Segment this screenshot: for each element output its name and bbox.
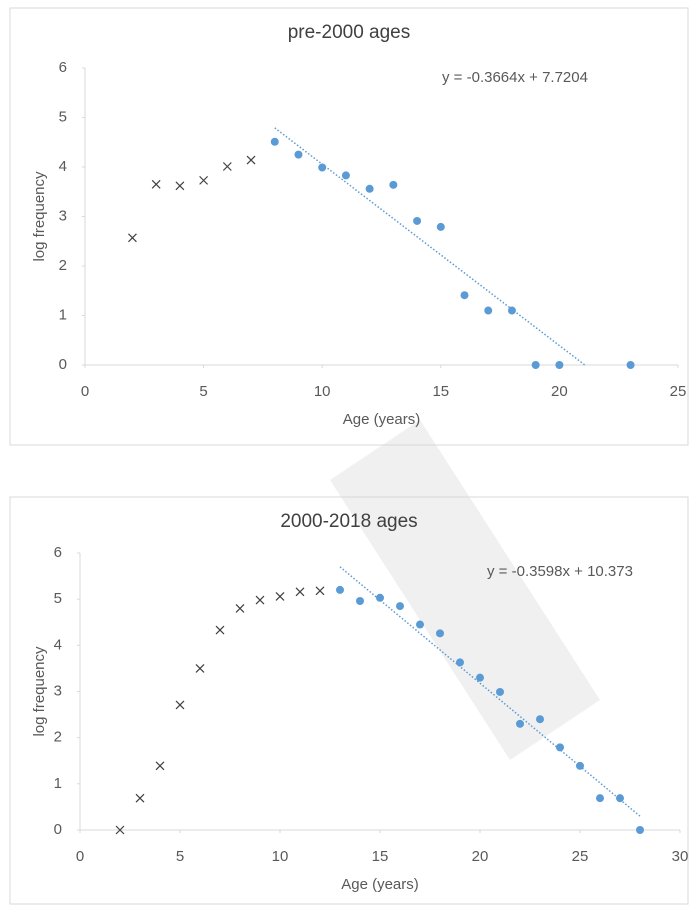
point	[616, 794, 624, 803]
point	[356, 597, 364, 606]
chart-title: 2000-2018 ages	[280, 511, 417, 532]
point	[222, 162, 232, 171]
point	[365, 184, 374, 193]
point	[484, 306, 493, 315]
y-tick-label: 4	[59, 158, 67, 175]
point	[555, 361, 564, 369]
point	[128, 233, 137, 243]
point	[318, 163, 327, 172]
y-tick-label: 1	[59, 306, 67, 323]
point	[476, 673, 484, 682]
x-tick-label: 25	[572, 848, 589, 865]
point	[413, 216, 422, 225]
x-tick-label: 10	[272, 848, 289, 865]
point	[516, 719, 524, 728]
point	[175, 700, 185, 710]
x-tick-label: 20	[551, 383, 568, 400]
y-axis-label: log frequency	[31, 646, 48, 737]
point	[556, 743, 564, 752]
y-tick-label: 5	[54, 590, 62, 607]
x-tick-label: 10	[314, 383, 331, 400]
y-tick-label: 3	[59, 207, 67, 224]
point	[195, 663, 205, 673]
trendline-equation: y = -0.3598x + 10.373	[487, 563, 633, 580]
x-tick-label: 25	[670, 383, 687, 400]
point	[336, 585, 344, 594]
y-tick-label: 5	[59, 108, 67, 125]
point	[416, 620, 424, 629]
point	[155, 761, 165, 771]
point	[341, 171, 350, 180]
y-tick-label: 6	[54, 544, 62, 561]
x-axis-label: Age (years)	[343, 411, 421, 428]
point	[270, 137, 279, 146]
y-tick-label: 0	[59, 356, 67, 373]
y-tick-label: 1	[54, 775, 62, 792]
point	[199, 175, 209, 185]
x-tick-label: 15	[432, 383, 449, 400]
point	[396, 602, 404, 611]
point	[135, 793, 145, 803]
chart-title: pre-2000 ages	[288, 22, 411, 43]
y-tick-label: 2	[54, 729, 62, 746]
point	[255, 595, 265, 605]
x-axis-label: Age (years)	[341, 876, 419, 893]
point	[596, 794, 604, 803]
x-tick-label: 5	[199, 383, 207, 400]
y-axis-label: log frequency	[31, 171, 48, 262]
point	[536, 715, 544, 724]
x-tick-label: 30	[672, 848, 689, 865]
x-tick-label: 5	[176, 848, 184, 865]
point	[151, 179, 161, 189]
point	[235, 603, 245, 613]
point	[436, 222, 445, 231]
x-tick-label: 15	[372, 848, 389, 865]
x-tick-label: 0	[81, 383, 89, 400]
point	[315, 586, 325, 596]
y-tick-label: 3	[54, 682, 62, 699]
point	[295, 587, 305, 597]
point	[175, 181, 185, 191]
point	[456, 658, 464, 667]
trendline	[274, 127, 586, 366]
point	[376, 593, 384, 602]
chart-frame	[9, 7, 689, 446]
point	[275, 591, 285, 601]
x-tick-label: 20	[472, 848, 489, 865]
point	[496, 687, 504, 696]
y-tick-label: 6	[59, 59, 67, 76]
point	[436, 629, 444, 638]
point	[115, 825, 125, 835]
point	[507, 306, 516, 315]
watermark	[330, 420, 600, 760]
point	[531, 361, 540, 369]
y-tick-label: 0	[54, 821, 62, 838]
point	[626, 361, 635, 369]
y-tick-label: 2	[59, 257, 67, 274]
y-tick-label: 4	[54, 636, 62, 653]
point	[294, 150, 303, 159]
chart-frame	[9, 496, 689, 905]
point	[460, 291, 469, 300]
trendline-equation: y = -0.3664x + 7.7204	[442, 69, 588, 86]
point	[215, 625, 225, 635]
point	[636, 826, 644, 834]
point	[389, 180, 398, 189]
x-tick-label: 0	[76, 848, 84, 865]
point	[246, 155, 256, 165]
